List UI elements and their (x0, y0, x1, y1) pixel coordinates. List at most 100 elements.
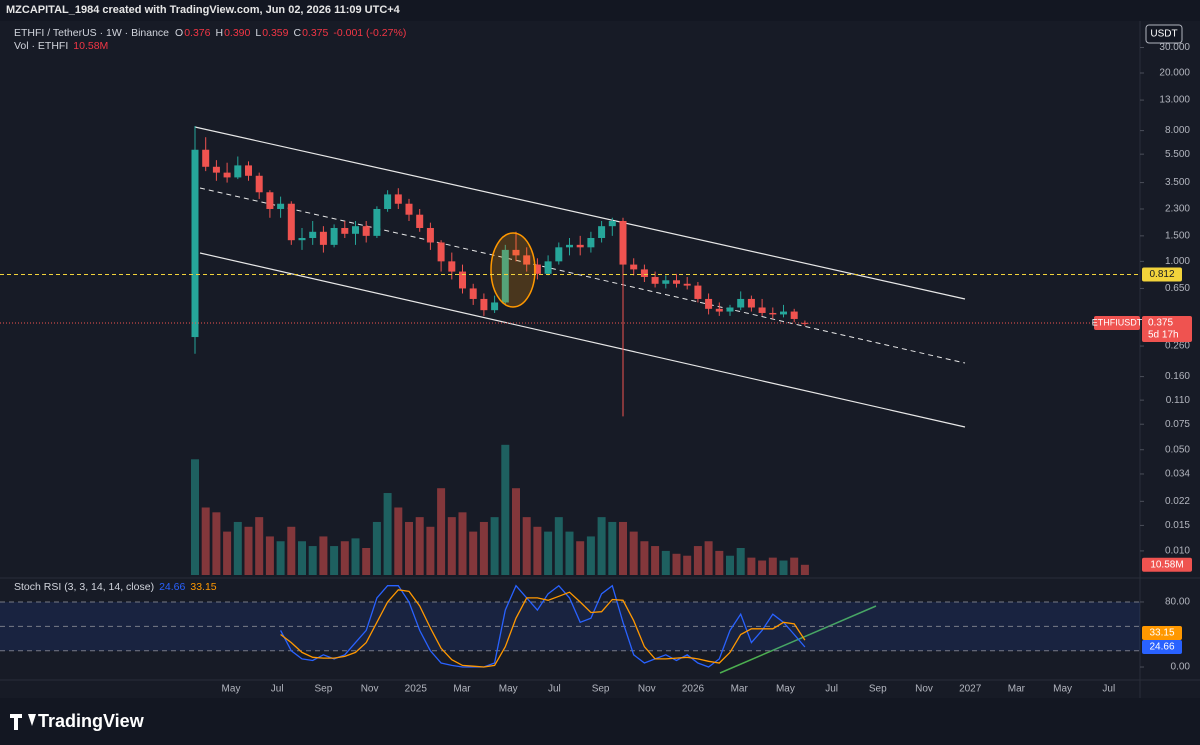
candle-body (683, 283, 691, 286)
x-tick-label: 2025 (405, 684, 428, 695)
volume-bar (426, 526, 435, 575)
x-tick-label: Nov (915, 684, 933, 695)
volume-value: 10.58M (73, 40, 108, 52)
y-tick-label: 13.000 (1159, 95, 1190, 106)
symbol-title: ETHFI / TetherUS · 1W · Binance (14, 27, 169, 39)
volume-bar (619, 521, 627, 575)
candle-body (319, 231, 327, 245)
volume-bar (244, 526, 253, 575)
volume-label-box (1142, 557, 1192, 572)
volume-bar (651, 546, 660, 575)
x-tick-label: May (222, 684, 241, 695)
candle-body (694, 285, 702, 299)
volume-bar (522, 517, 531, 575)
brand-icon (10, 714, 36, 730)
candle-body (223, 172, 231, 178)
volume-bar (223, 531, 232, 575)
volume-bar (704, 541, 713, 575)
candle-body (405, 203, 413, 215)
volume-bar (351, 538, 360, 575)
candle-body (533, 264, 541, 274)
candle-body (715, 308, 723, 312)
volume-bar (383, 493, 392, 575)
candle-body (758, 307, 766, 313)
x-tick-label: 2027 (959, 684, 982, 695)
y-tick-label: 8.000 (1165, 125, 1190, 136)
volume-bar (800, 564, 809, 575)
volume-bar (479, 521, 488, 575)
candle-body (459, 271, 466, 289)
volume-bar (608, 521, 617, 575)
candle-body (780, 311, 787, 315)
ohlc-value: 0.359 (262, 27, 288, 39)
volume-bar (672, 553, 681, 575)
candle-body (555, 247, 563, 262)
volume-bar (233, 521, 242, 575)
candle-body (394, 194, 402, 204)
volume-bar (715, 550, 724, 575)
price-line-label: 0.812 (1149, 269, 1174, 280)
stoch-y-tick-label: 0.00 (1171, 662, 1191, 673)
y-tick-label: 5.500 (1165, 149, 1190, 160)
y-tick-label: 0.650 (1165, 283, 1190, 294)
candle-body (191, 149, 199, 338)
y-tick-label: 0.075 (1165, 419, 1190, 430)
y-tick-label: 0.010 (1165, 546, 1190, 557)
candle-body (651, 276, 659, 284)
candle-body (576, 244, 584, 248)
volume-bar (287, 526, 296, 575)
candle-body (737, 298, 745, 308)
y-tick-label: 30.000 (1159, 42, 1190, 53)
volume-last-label: 10.58M (1150, 559, 1183, 570)
volume-bar (319, 536, 328, 575)
candle-body (212, 166, 220, 173)
volume-bar (576, 541, 585, 575)
candle-body (277, 203, 285, 209)
x-tick-label: Jul (548, 684, 561, 695)
x-tick-label: Sep (592, 684, 610, 695)
volume-bar (212, 512, 221, 575)
currency: USDT (1150, 29, 1177, 40)
candle-body (373, 208, 381, 236)
candle-body (608, 220, 616, 227)
y-tick-label: 1.000 (1165, 256, 1190, 267)
volume-bar (415, 517, 424, 575)
candle-body (501, 249, 509, 303)
stoch-line (280, 584, 806, 668)
volume-bar (298, 541, 306, 575)
last-price-label: 0.375 (1148, 318, 1173, 329)
candle-body (362, 226, 370, 236)
candle-body (747, 298, 755, 308)
ohlc-value: 0.376 (184, 27, 210, 39)
volume-bar (437, 488, 446, 575)
volume-bar (640, 541, 649, 575)
volume-bar (276, 541, 285, 575)
volume-bar (693, 546, 702, 575)
volume-bar (501, 444, 510, 575)
stoch-y-tick-label: 80.00 (1165, 597, 1190, 608)
change: -0.001 (-0.27%) (333, 27, 406, 39)
candle-body (769, 312, 777, 315)
candle-body (790, 311, 798, 319)
y-tick-label: 0.050 (1165, 444, 1190, 455)
volume-bar (736, 548, 745, 575)
volume-bar (768, 557, 777, 575)
stoch-legend-value: 24.66 (159, 581, 185, 593)
volume-bar (565, 531, 574, 575)
volume-title: Vol · ETHFI (14, 40, 68, 52)
candle-body (619, 220, 627, 265)
volume-bar (394, 507, 403, 575)
volume-bar (330, 546, 339, 575)
candle-body (566, 244, 573, 248)
volume-bar (533, 526, 542, 575)
volume-bar (201, 507, 210, 575)
volume-bar (191, 459, 199, 575)
x-tick-label: Nov (638, 684, 656, 695)
stoch-title: Stoch RSI (3, 3, 14, 14, close) (14, 581, 154, 593)
volume-bar (790, 557, 799, 575)
candle-body (352, 226, 359, 234)
x-tick-label: Mar (453, 684, 471, 695)
candle-body (266, 192, 274, 209)
stoch-value-box (1142, 625, 1182, 640)
y-tick-label: 0.034 (1165, 469, 1190, 480)
